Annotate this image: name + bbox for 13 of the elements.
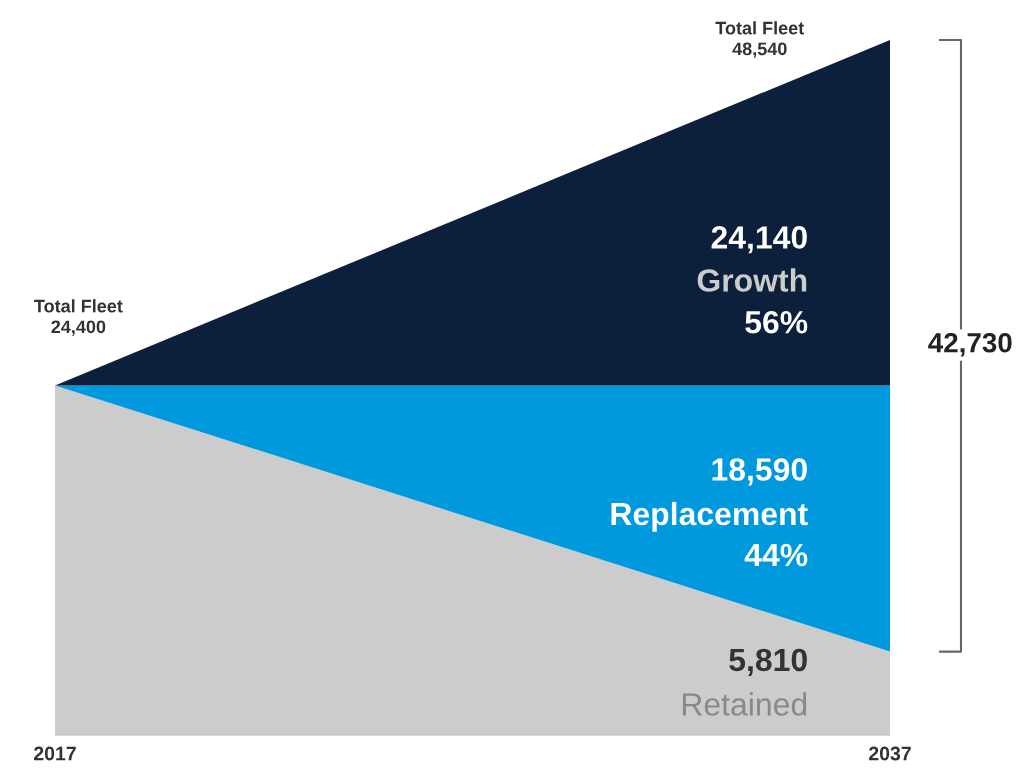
annotation: 5,810	[729, 648, 807, 676]
annotation: Total Fleet 24,400	[34, 299, 123, 336]
annotation: 42,730	[928, 332, 1012, 357]
series-label: Replacement	[611, 501, 808, 532]
annotation: 56%	[745, 310, 808, 334]
annotation: Total Fleet 48,540	[715, 21, 804, 58]
x-tick-label: 2017	[34, 746, 76, 761]
series-label: Retained	[682, 692, 807, 716]
x-tick-label: 2037	[869, 746, 911, 761]
annotation: 44%	[744, 543, 808, 567]
series-label: Growth	[697, 268, 807, 292]
annotation: 24,140	[711, 226, 807, 254]
annotation: 18,590	[712, 458, 807, 486]
